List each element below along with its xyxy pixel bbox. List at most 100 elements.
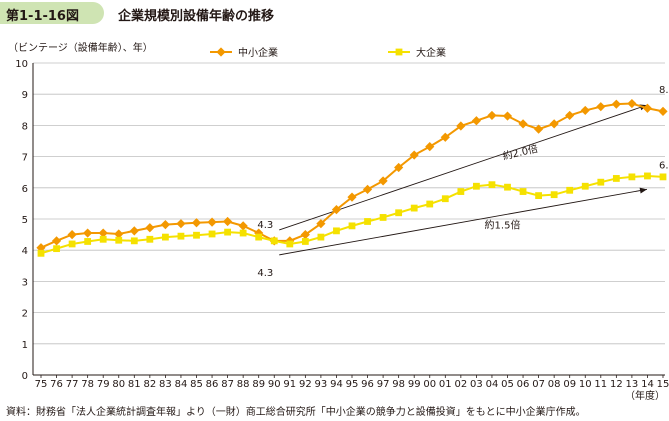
data-point xyxy=(115,236,123,244)
data-point xyxy=(518,119,528,129)
data-point xyxy=(224,228,231,236)
x-tick-label: 77 xyxy=(66,379,79,390)
data-point xyxy=(425,142,435,152)
x-tick-label: 02 xyxy=(454,379,467,390)
data-point xyxy=(457,188,465,195)
y-tick-label: 7 xyxy=(22,153,28,164)
ratio-arrow-line xyxy=(279,188,648,256)
x-tick-label: 78 xyxy=(81,379,94,390)
y-tick-label: 1 xyxy=(22,340,28,351)
data-point xyxy=(611,99,621,109)
annotation-label: 4.3 xyxy=(257,268,273,279)
data-point xyxy=(627,98,637,109)
data-point xyxy=(348,222,356,230)
y-tick-labels: 0 1 2 3 4 5 6 7 8 9 10 xyxy=(15,59,28,382)
data-point xyxy=(488,181,496,189)
figure-number: 第1-1-16図 xyxy=(6,9,79,24)
x-tick-label: 88 xyxy=(237,379,250,390)
y-tick-label: 0 xyxy=(22,371,28,382)
data-point xyxy=(519,188,527,195)
figure-title: 企業規模別設備年齢の推移 xyxy=(118,9,275,24)
annotation-label: 約2.0倍 xyxy=(501,142,539,163)
x-tick-label: 10 xyxy=(579,379,592,390)
y-tick-label: 2 xyxy=(22,309,28,320)
data-point xyxy=(535,192,542,199)
figure-number-badge: 第1-1-16図 xyxy=(0,2,104,24)
data-point xyxy=(534,124,544,134)
legend-label: 中小企業 xyxy=(238,46,278,59)
x-tick-label: 84 xyxy=(175,379,188,390)
data-point xyxy=(207,217,217,227)
x-tick-label: 81 xyxy=(128,379,141,390)
series-2 xyxy=(37,172,667,257)
x-tick-label: 11 xyxy=(594,379,607,390)
annotation-label: 8.5 xyxy=(659,85,669,96)
x-tick-label: 00 xyxy=(423,379,436,390)
data-point xyxy=(644,172,651,180)
x-tick-label: 13 xyxy=(626,379,639,390)
data-point xyxy=(441,195,449,203)
x-tick-label: 03 xyxy=(470,379,483,390)
x-tick-label: 89 xyxy=(252,379,265,390)
chart-series xyxy=(36,98,668,257)
y-tick-label: 8 xyxy=(22,121,28,132)
data-point xyxy=(379,214,387,221)
data-point xyxy=(160,220,170,230)
x-tick-label: 06 xyxy=(517,379,530,390)
y-axis-label: （ビンテージ（設備年齢）、年） xyxy=(8,41,153,54)
annotation-label: 4.3 xyxy=(257,220,273,231)
y-tick-label: 5 xyxy=(22,215,28,226)
data-point xyxy=(317,233,325,241)
data-point xyxy=(98,228,108,238)
x-tick-label: 08 xyxy=(548,379,561,390)
ratio-arrow-line xyxy=(279,104,648,231)
data-point xyxy=(378,176,388,186)
data-point xyxy=(84,238,92,245)
x-tick-label: 83 xyxy=(159,379,172,390)
data-point xyxy=(99,235,107,243)
data-point xyxy=(565,110,575,121)
x-tick-label: 86 xyxy=(206,379,219,390)
data-point xyxy=(270,237,278,245)
data-point xyxy=(504,183,511,191)
x-tick-label: 15 xyxy=(657,379,669,390)
data-point xyxy=(51,236,62,246)
annotation-label: 約1.5倍 xyxy=(485,218,521,231)
data-point xyxy=(223,216,233,227)
x-tick-label: 98 xyxy=(392,379,405,390)
data-point xyxy=(642,103,653,113)
x-tick-label: 96 xyxy=(361,379,374,390)
x-tick-label: 97 xyxy=(377,379,390,390)
x-tick-label: 80 xyxy=(112,379,125,390)
data-point xyxy=(255,233,263,241)
y-tick-label: 9 xyxy=(22,90,28,101)
source-note: 資料：財務省「法人企業統計調査年報」より（一財）商工総合研究所「中小企業の競争力… xyxy=(6,407,586,418)
data-point xyxy=(238,221,248,231)
data-point xyxy=(471,116,481,126)
x-tick-label: 01 xyxy=(439,379,452,390)
data-point xyxy=(658,106,668,116)
chart-axes xyxy=(32,63,665,378)
x-tick-label: 04 xyxy=(486,379,499,390)
data-point xyxy=(347,192,357,202)
x-axis-label: （年度） xyxy=(625,389,665,402)
data-point xyxy=(300,230,310,240)
x-tick-label: 07 xyxy=(532,379,545,390)
data-point xyxy=(502,111,513,121)
data-point xyxy=(566,186,574,194)
data-point xyxy=(596,102,606,112)
series-1 xyxy=(36,98,668,253)
x-tick-label: 87 xyxy=(221,379,234,390)
data-point xyxy=(550,191,558,199)
data-point xyxy=(129,226,139,236)
x-tick-label: 95 xyxy=(346,379,359,390)
data-point xyxy=(456,121,466,131)
data-point xyxy=(410,204,418,212)
data-point xyxy=(37,249,45,257)
data-point xyxy=(362,184,373,194)
x-tick-label: 76 xyxy=(50,379,63,390)
data-point xyxy=(473,182,480,190)
data-point xyxy=(426,200,434,208)
data-point xyxy=(301,238,309,245)
ratio-arrow-head xyxy=(639,187,647,194)
